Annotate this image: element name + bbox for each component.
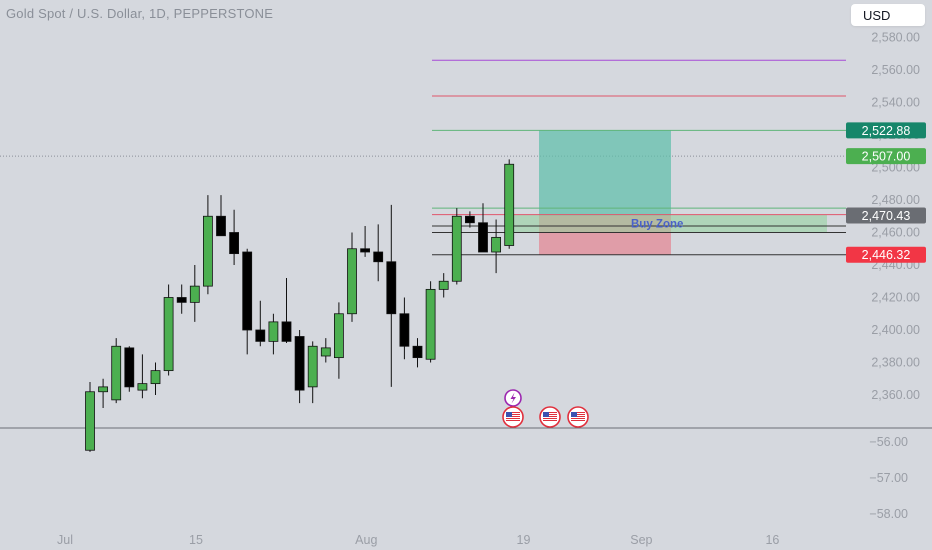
candle[interactable] [464, 215, 475, 224]
candle[interactable] [320, 347, 331, 357]
candle[interactable] [111, 345, 122, 401]
price-tick-label: 2,540.00 [871, 96, 920, 110]
candle[interactable] [347, 248, 357, 315]
flag-stripe [571, 420, 585, 421]
candle[interactable] [504, 163, 515, 246]
price-tick-label: 2,460.00 [871, 226, 920, 240]
indicator-tick-label: −58.00 [869, 507, 908, 521]
candle[interactable] [438, 280, 449, 290]
time-tick-label: Jul [57, 533, 73, 547]
price-tag-label: 2,470.43 [862, 209, 911, 223]
flag-stripe [571, 418, 585, 419]
candle[interactable] [189, 285, 200, 303]
flag-stripe [543, 412, 557, 413]
buy-zone[interactable] [513, 214, 827, 233]
candle[interactable] [150, 370, 161, 385]
candle[interactable] [399, 313, 410, 347]
candle[interactable] [451, 215, 462, 282]
flag-stripe [543, 414, 557, 415]
flag-stripe [506, 412, 520, 413]
flag-canton [543, 412, 549, 417]
candle[interactable] [176, 297, 187, 303]
lightning-glyph [510, 392, 516, 404]
buy-zone-label: Buy Zone [631, 219, 683, 231]
profit-zone[interactable] [539, 130, 671, 216]
candle[interactable] [491, 236, 502, 253]
candle[interactable] [412, 345, 423, 359]
price-tag [846, 207, 926, 224]
candle[interactable] [360, 248, 371, 253]
price-tag-label: 2,522.88 [862, 124, 911, 138]
flag-stripe [543, 420, 557, 421]
candle[interactable] [229, 232, 240, 255]
flag-canton [506, 412, 512, 417]
price-tick-label: 2,580.00 [871, 31, 920, 45]
candle[interactable] [307, 345, 318, 388]
candle[interactable] [268, 321, 279, 342]
price-tick-label: 2,360.00 [871, 388, 920, 402]
price-tag [846, 122, 926, 139]
flag-stripe [571, 416, 585, 417]
candle[interactable] [163, 297, 174, 372]
candle[interactable] [373, 251, 384, 263]
flag-stripe [506, 418, 520, 419]
candle[interactable] [386, 261, 397, 315]
price-tick-label: 2,420.00 [871, 291, 920, 305]
candle[interactable] [216, 215, 226, 237]
price-tick-label: 2,480.00 [871, 193, 920, 207]
price-tick-label: 2,380.00 [871, 356, 920, 370]
currency-button[interactable]: USD [851, 4, 925, 26]
price-tick-label: 2,560.00 [871, 63, 920, 77]
symbol-title: Gold Spot / U.S. Dollar, 1D, PEPPERSTONE [6, 6, 274, 21]
candle[interactable] [242, 251, 253, 331]
flag-stripe [543, 416, 557, 417]
candle[interactable] [333, 313, 344, 359]
flag-stripe [506, 414, 520, 415]
flag-stripe [571, 412, 585, 413]
indicator-tick-label: −56.00 [869, 435, 908, 449]
price-tag-label: 2,446.32 [862, 248, 911, 262]
candle[interactable] [202, 215, 213, 287]
candle[interactable] [294, 336, 305, 391]
flag-stripe [571, 414, 585, 415]
flag-stripe [506, 416, 520, 417]
price-tag [846, 148, 926, 165]
candle[interactable] [425, 288, 436, 360]
candle[interactable] [478, 222, 488, 253]
flag-stripe [506, 420, 520, 421]
candle[interactable] [124, 347, 135, 388]
candle[interactable] [281, 321, 292, 342]
time-tick-label: 15 [189, 533, 203, 547]
price-tag [846, 246, 926, 263]
time-tick-label: 19 [517, 533, 531, 547]
time-tick-label: Sep [630, 533, 652, 547]
time-tick-label: 16 [765, 533, 779, 547]
price-tick-label: 2,400.00 [871, 323, 920, 337]
candle[interactable] [137, 383, 148, 391]
time-tick-label: Aug [355, 533, 377, 547]
price-tag-label: 2,507.00 [862, 150, 911, 164]
flag-canton [571, 412, 577, 417]
flag-stripe [543, 418, 557, 419]
indicator-tick-label: −57.00 [869, 471, 908, 485]
candle[interactable] [255, 329, 266, 342]
candle[interactable] [85, 391, 95, 451]
candle[interactable] [98, 386, 108, 393]
